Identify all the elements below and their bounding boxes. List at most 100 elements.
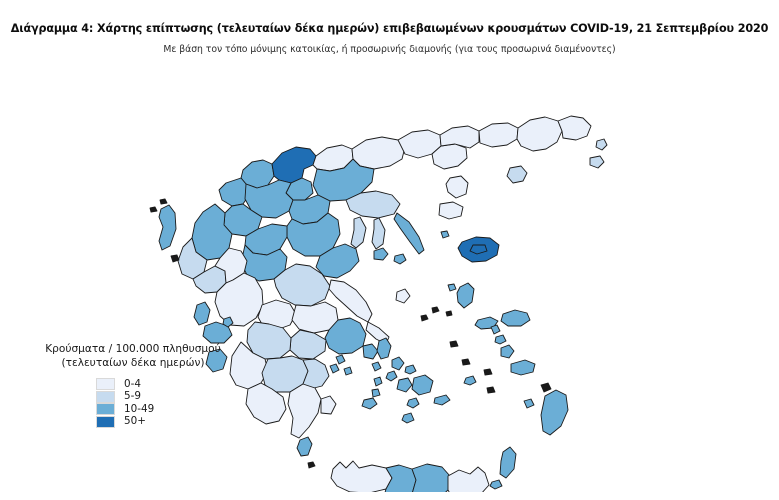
region-kerkyra — [158, 204, 177, 251]
region-symi — [540, 382, 552, 393]
figure-subtitle: Με βάση τον τόπο μόνιμης κατοικίας, ή πρ… — [163, 44, 616, 55]
legend-label-5-9: 5-9 — [124, 390, 141, 403]
region-kyklades-syros — [385, 370, 398, 382]
legend-swatch-0-4 — [96, 378, 115, 391]
region-attiki-east — [362, 343, 379, 360]
region-kyklades-andros — [376, 337, 392, 360]
greece-map-svg — [149, 115, 608, 492]
region-rodos — [540, 389, 569, 436]
region-fokida — [257, 299, 297, 331]
region-kyklades-serifos — [371, 388, 381, 398]
region-karpathos — [499, 446, 517, 479]
region-sporades — [373, 247, 389, 261]
region-ithaki — [222, 316, 234, 328]
region-saronic-islet-2 — [329, 363, 340, 374]
region-islet-aegean-1 — [431, 306, 440, 314]
region-magnisia — [315, 243, 360, 279]
legend-label-10-49: 10-49 — [124, 402, 155, 415]
region-thasos — [445, 175, 469, 199]
region-irakleio — [411, 463, 451, 492]
region-antikythira — [307, 461, 316, 469]
region-kythira — [296, 436, 313, 457]
region-evros-north — [557, 115, 592, 141]
region-patmos — [490, 324, 501, 335]
region-skyros — [395, 288, 411, 304]
region-lasithi — [447, 466, 490, 492]
legend-label-0-4: 0-4 — [124, 377, 141, 390]
region-sporades-2 — [393, 253, 407, 265]
greece-choropleth-map — [0, 52, 779, 492]
region-islet-west-1 — [149, 206, 158, 213]
region-chania — [330, 460, 393, 492]
region-chalkidiki — [345, 190, 401, 219]
figure-title: Διάγραμμα 4: Χάρτης επίπτωσης (τελευταίω… — [10, 22, 769, 35]
region-kyklades-milos — [361, 397, 378, 410]
legend-row: 10-49 — [96, 403, 248, 416]
region-samos — [500, 309, 531, 327]
legend-row: 50+ — [96, 415, 248, 428]
region-lesvos — [457, 236, 500, 263]
legend-swatch-10-49 — [96, 403, 115, 416]
region-chalkidiki-athos — [393, 212, 425, 255]
region-tilos — [523, 398, 535, 409]
region-psara — [447, 283, 457, 292]
region-kyklades-kea — [371, 361, 382, 372]
region-saronic-islet-3 — [343, 366, 353, 376]
region-kyklades-amorgos — [433, 394, 451, 406]
region-islet-aegean-3 — [420, 314, 429, 322]
region-islet-aegean-4 — [449, 340, 459, 348]
region-limnos — [438, 201, 464, 220]
region-zakynthos — [205, 348, 228, 373]
legend-title-line-1: Κρούσματα / 100.000 πληθυσμού — [45, 343, 221, 355]
legend-row: 5-9 — [96, 390, 248, 403]
region-lakonia — [287, 383, 322, 439]
region-chios — [456, 282, 475, 309]
region-evros — [516, 116, 563, 152]
region-korinthia — [289, 329, 327, 360]
legend-swatch-5-9 — [96, 390, 115, 403]
region-kos — [510, 359, 536, 376]
region-kyklades-ios — [406, 397, 420, 409]
region-kyklades-naxos — [411, 374, 434, 396]
region-serres — [351, 136, 406, 170]
legend-title-line-2: (τελευταίων δέκα ημερών) — [61, 356, 205, 369]
region-fthiotida — [273, 263, 331, 307]
region-islet-west-2 — [159, 198, 168, 205]
legend-swatch-50plus — [96, 415, 115, 428]
region-kalymnos — [500, 344, 515, 359]
region-kasos — [489, 479, 503, 490]
region-argolida — [302, 358, 330, 390]
region-kyklades-santorini — [401, 412, 415, 424]
region-leros — [494, 334, 507, 345]
region-islet-aegean-7 — [483, 368, 493, 376]
region-rodopi — [478, 122, 519, 148]
region-kefallinia — [202, 321, 233, 344]
region-islet-aegean-2 — [445, 310, 453, 317]
region-kyklades-paros — [396, 377, 413, 393]
region-astypalaia — [463, 375, 477, 386]
region-islet-aegean-6 — [486, 386, 496, 394]
legend-row: 0-4 — [96, 378, 248, 391]
region-kyklades-mykonos — [404, 364, 417, 375]
region-messinia — [245, 382, 287, 425]
region-lefkada — [193, 301, 211, 326]
region-samothraki — [506, 165, 528, 184]
region-rethymno — [384, 464, 417, 492]
region-attiki — [324, 317, 367, 355]
legend-label-50plus: 50+ — [124, 415, 146, 428]
region-islet-ne2 — [589, 155, 605, 169]
region-islet-ne1 — [595, 138, 608, 151]
region-paxoi — [170, 254, 180, 263]
region-kyklades-kythnos — [373, 376, 383, 387]
region-islet-aegean-5 — [461, 358, 471, 366]
region-agios-efstratios — [440, 230, 450, 239]
region-kastoria — [218, 177, 250, 207]
region-kyklades-tinos — [391, 356, 405, 371]
region-saronic-islet-1 — [335, 354, 346, 365]
region-lakonia-east — [320, 395, 337, 415]
region-pella — [271, 146, 317, 184]
region-aitoloakarnania — [214, 272, 264, 327]
map-legend: Κρούσματα / 100.000 πληθυσμού (τελευταίω… — [18, 343, 248, 428]
region-chalkidiki-kassandra — [350, 216, 367, 249]
